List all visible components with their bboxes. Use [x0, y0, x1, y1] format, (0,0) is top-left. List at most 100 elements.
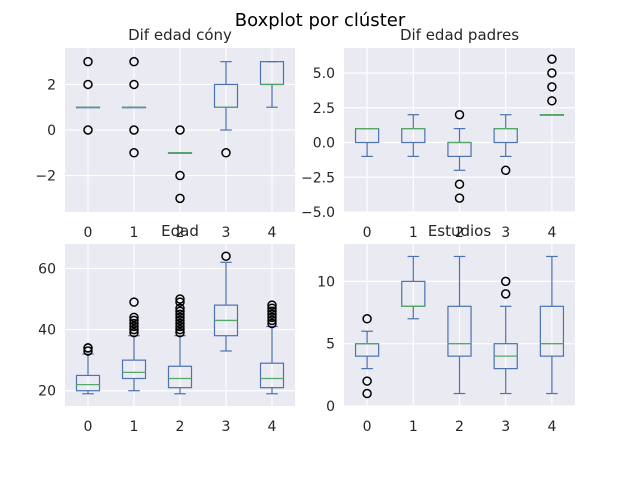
outlier-point [175, 170, 185, 181]
outlier-point [129, 56, 139, 67]
x-tick-label: 3 [222, 419, 231, 435]
box-iqr [121, 359, 147, 380]
y-tick-label: 0.0 [313, 136, 335, 152]
outlier-point [175, 309, 185, 320]
outlier-point [267, 306, 277, 316]
outlier-point [547, 68, 557, 78]
outlier-point [175, 303, 185, 313]
outlier-point [175, 297, 185, 307]
outlier-point [175, 193, 185, 204]
outlier-point [129, 148, 139, 158]
y-tick-label: −5.0 [301, 205, 335, 221]
outlier-point [221, 148, 231, 158]
y-tick-label: 2.5 [313, 101, 335, 117]
box-element [75, 56, 101, 135]
outlier-point [267, 312, 277, 323]
outlier-point [175, 306, 185, 316]
x-tick-label: 4 [547, 419, 556, 435]
outlier-point [129, 312, 139, 323]
x-tick-label: 3 [501, 419, 510, 435]
outlier-point [221, 251, 231, 261]
outlier-point [547, 54, 557, 64]
x-tick-label: 1 [130, 225, 139, 241]
x-tick-label: 4 [547, 225, 556, 241]
outlier-point [83, 346, 93, 356]
y-tick-label: 60 [38, 261, 56, 277]
y-tick-label: 20 [38, 384, 56, 400]
outlier-point [500, 289, 511, 299]
y-tick-label: 0 [47, 123, 56, 139]
outlier-point [454, 179, 465, 189]
outlier-point [362, 388, 372, 399]
x-tick-label: 0 [84, 419, 93, 435]
x-tick-label: 3 [222, 225, 231, 241]
boxplot-panel: −2 0 2 0 1 2 3 4 Dif edad cóny [35, 26, 295, 241]
outlier-point [500, 276, 511, 287]
x-tick-label: 0 [84, 225, 93, 241]
y-tick-label: 2 [47, 77, 56, 93]
x-tick-label: 1 [409, 225, 418, 241]
box-element [493, 276, 518, 395]
outlier-point [175, 312, 185, 323]
outlier-point [83, 125, 93, 135]
box-element [121, 56, 147, 158]
box-element [259, 300, 285, 395]
x-tick-label: 2 [455, 419, 464, 435]
box-element [167, 294, 193, 395]
outlier-point [129, 297, 139, 307]
outlier-point [362, 376, 372, 386]
outlier-point [129, 318, 139, 329]
box-element [259, 61, 285, 108]
y-tick-label: 10 [317, 274, 335, 290]
outlier-point [129, 324, 139, 335]
x-tick-label: 0 [363, 225, 372, 241]
outlier-point [83, 343, 93, 353]
x-tick-label: 1 [130, 419, 139, 435]
outlier-point [175, 327, 185, 338]
box-element [401, 114, 426, 158]
outlier-point [175, 315, 185, 326]
y-tick-label: 5.0 [313, 66, 335, 82]
y-tick-label: 0 [326, 399, 335, 415]
box-iqr [447, 305, 472, 357]
x-tick-label: 2 [455, 225, 464, 241]
boxplot-panel: −5.0 −2.5 0.0 2.5 5.0 0 1 2 3 4 Dif edad padres [301, 26, 575, 241]
box-element [401, 255, 426, 320]
outlier-point [547, 96, 557, 106]
x-tick-label: 0 [363, 419, 372, 435]
box-element [539, 54, 565, 116]
y-tick-label: −2 [35, 169, 56, 185]
box-iqr [75, 374, 101, 392]
outlier-point [500, 165, 511, 176]
panel-title: Dif edad padres [400, 26, 519, 44]
box-element [447, 109, 472, 203]
figure-title: Boxplot por clúster [235, 10, 406, 31]
box-iqr [167, 365, 193, 389]
y-tick-label: −2.5 [301, 170, 335, 186]
outlier-point [175, 294, 185, 304]
outlier-point [362, 314, 372, 324]
outlier-point [129, 327, 139, 338]
outlier-point [267, 300, 277, 310]
box-element [121, 297, 147, 392]
box-element [354, 127, 380, 158]
panel-title: Estudios [428, 222, 492, 240]
outlier-point [454, 193, 465, 203]
box-element [354, 314, 380, 399]
outlier-point [547, 82, 557, 92]
box-element [493, 114, 518, 176]
x-tick-label: 4 [268, 419, 277, 435]
outlier-point [175, 318, 185, 329]
outlier-point [129, 315, 139, 326]
x-tick-label: 1 [409, 419, 418, 435]
outlier-point [129, 125, 139, 135]
outlier-point [267, 318, 277, 329]
outlier-point [129, 79, 139, 90]
x-tick-label: 2 [176, 225, 185, 241]
box-iqr [539, 305, 565, 357]
x-tick-label: 4 [268, 225, 277, 241]
